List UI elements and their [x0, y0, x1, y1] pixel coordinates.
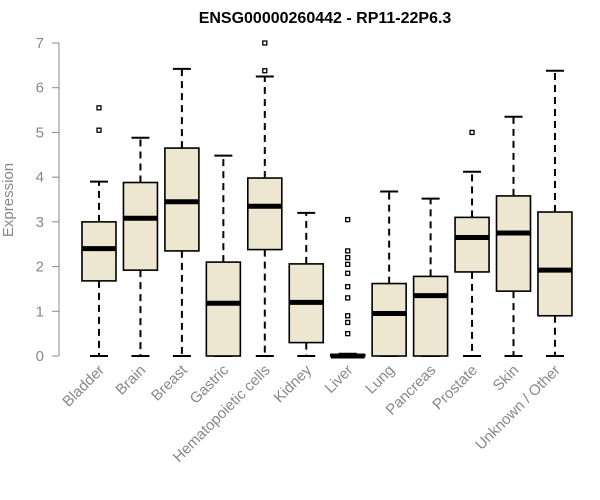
x-tick-label: Breast — [148, 361, 191, 404]
outlier-point — [262, 68, 268, 74]
x-tick-label: Skin — [490, 362, 523, 395]
box-iqr — [205, 261, 242, 357]
y-axis-label: Expression — [0, 163, 17, 237]
y-tick-label: 1 — [36, 303, 44, 320]
y-tick-label: 2 — [36, 259, 44, 276]
y-tick-label: 6 — [36, 80, 44, 97]
chart-title: ENSG00000260442 - RP11-22P6.3 — [199, 10, 452, 27]
box-gastric — [205, 154, 242, 357]
outlier-point — [345, 254, 351, 261]
outlier-point — [345, 248, 351, 254]
box-iqr — [412, 275, 449, 357]
outlier-point — [96, 127, 102, 133]
box-pancreas — [412, 197, 449, 357]
box-kidney — [288, 211, 325, 357]
y-tick-label: 3 — [36, 214, 44, 231]
box-skin — [495, 115, 532, 357]
x-tick-label: Prostate — [429, 362, 481, 414]
box-hematopoietic-cells — [247, 40, 283, 357]
x-tick-label: Lung — [362, 362, 398, 398]
box-iqr — [537, 211, 573, 317]
x-tick-label: Brain — [112, 362, 149, 399]
box-iqr — [371, 282, 407, 357]
box-iqr — [454, 216, 490, 273]
outlier-point — [345, 295, 351, 301]
outlier-point — [345, 330, 351, 337]
box-bladder — [81, 105, 117, 357]
outlier-point — [345, 284, 351, 290]
box-brain — [122, 136, 159, 357]
outlier-point — [345, 261, 351, 267]
outlier-point — [345, 319, 351, 326]
x-tick-label: Liver — [322, 362, 357, 397]
box-liver — [329, 216, 366, 359]
box-unknown-other — [537, 69, 573, 357]
y-tick-label: 4 — [36, 169, 44, 186]
outlier-point — [469, 129, 475, 136]
box-prostate — [454, 129, 490, 357]
y-tick-label: 7 — [36, 35, 44, 52]
boxes-group — [81, 40, 573, 359]
box-iqr — [247, 177, 283, 251]
y-tick-label: 5 — [36, 124, 44, 141]
x-tick-label: Kidney — [271, 361, 316, 406]
box-breast — [164, 67, 200, 357]
x-tick-label: Bladder — [59, 362, 108, 411]
outlier-point — [345, 313, 351, 319]
y-tick-label: 0 — [36, 348, 44, 365]
outlier-point — [96, 105, 102, 111]
y-axis: 0 1 2 3 4 5 6 7 — [36, 35, 60, 365]
box-iqr — [122, 181, 159, 271]
outlier-point — [262, 40, 268, 46]
outlier-point — [345, 216, 351, 223]
outlier-point — [345, 270, 351, 276]
box-iqr — [81, 221, 117, 282]
box-iqr — [495, 195, 532, 292]
box-lung — [371, 190, 407, 357]
